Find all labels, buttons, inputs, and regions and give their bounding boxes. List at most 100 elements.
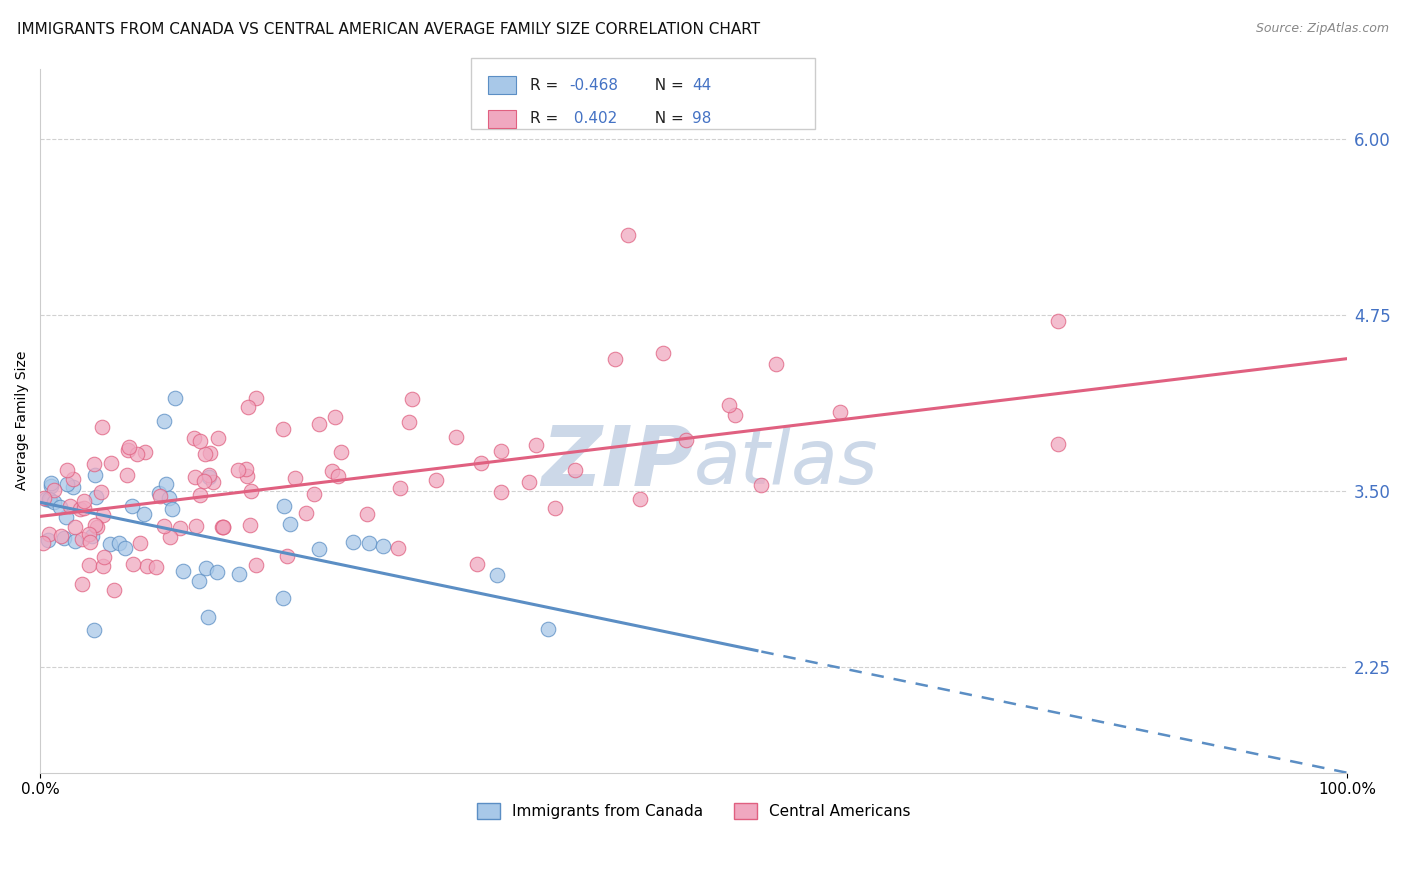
Point (108, 535, 131, 549)
Point (765, 357, 787, 371)
Point (117, 442, 139, 457)
Text: IMMIGRANTS FROM CANADA VS CENTRAL AMERICAN AVERAGE FAMILY SIZE CORRELATION CHART: IMMIGRANTS FROM CANADA VS CENTRAL AMERIC… (17, 22, 761, 37)
Point (329, 444, 352, 458)
Point (276, 549, 298, 563)
Point (197, 468, 219, 483)
Point (321, 464, 343, 478)
Point (163, 391, 186, 405)
Point (38, 493, 60, 508)
Point (239, 518, 262, 533)
Text: Source: ZipAtlas.com: Source: ZipAtlas.com (1256, 22, 1389, 36)
Point (121, 499, 143, 513)
Point (188, 434, 211, 449)
Point (77, 527, 100, 541)
Point (188, 574, 211, 588)
Point (39, 475, 62, 490)
Point (83, 457, 105, 471)
Point (188, 488, 211, 502)
Point (53, 531, 76, 545)
Point (359, 535, 381, 549)
Point (717, 398, 740, 412)
Point (73, 493, 96, 508)
Point (100, 456, 122, 470)
Point (49, 500, 72, 514)
Point (207, 431, 229, 445)
Point (72, 576, 94, 591)
Point (49, 528, 72, 542)
Point (444, 430, 467, 444)
Point (55, 509, 77, 524)
Point (202, 475, 225, 490)
Point (42, 483, 65, 497)
Point (245, 391, 267, 405)
Point (55, 463, 77, 477)
Point (35, 491, 58, 506)
Point (62, 472, 84, 486)
Point (398, 415, 420, 429)
Point (564, 463, 586, 477)
Point (84, 490, 107, 504)
Point (194, 447, 217, 461)
Point (724, 408, 747, 422)
Point (129, 536, 152, 550)
Point (356, 507, 378, 521)
Point (132, 507, 155, 521)
Point (37, 533, 59, 548)
Point (83, 468, 105, 483)
Point (617, 227, 640, 242)
Point (236, 469, 259, 483)
Point (91, 420, 114, 434)
Point (134, 445, 156, 459)
Point (401, 392, 423, 406)
Text: atlas: atlas (693, 425, 879, 500)
Point (136, 558, 159, 573)
Point (373, 540, 395, 554)
Point (280, 516, 302, 531)
Point (38, 492, 60, 507)
Point (211, 519, 233, 533)
Point (240, 483, 263, 498)
Point (82, 529, 104, 543)
Point (228, 567, 250, 582)
Point (235, 461, 257, 475)
Point (651, 346, 673, 360)
Point (42, 495, 65, 509)
Point (98, 537, 121, 551)
Point (149, 490, 172, 504)
Point (245, 558, 267, 572)
Point (302, 487, 325, 501)
Point (69, 502, 91, 516)
Point (605, 352, 627, 367)
Point (103, 582, 125, 597)
Point (83, 624, 105, 638)
Point (115, 467, 138, 482)
Point (148, 485, 170, 500)
Point (32, 535, 55, 549)
Point (155, 477, 177, 491)
Point (323, 410, 346, 425)
Point (425, 473, 447, 487)
Point (62, 480, 84, 494)
Point (1047, 314, 1070, 328)
Point (749, 478, 772, 492)
Text: 44: 44 (692, 78, 711, 93)
Point (236, 400, 259, 414)
Point (160, 502, 183, 516)
Point (387, 541, 409, 555)
Point (169, 521, 191, 535)
Point (308, 541, 330, 556)
Point (470, 457, 492, 471)
Point (152, 519, 174, 533)
Point (489, 484, 512, 499)
Point (284, 471, 307, 485)
Point (212, 519, 235, 533)
Point (465, 557, 488, 571)
Point (32, 491, 55, 505)
Point (226, 463, 249, 477)
Point (198, 446, 221, 460)
Point (145, 560, 167, 574)
Point (271, 422, 294, 436)
Point (207, 565, 229, 579)
Point (91, 508, 114, 523)
Point (489, 444, 512, 458)
